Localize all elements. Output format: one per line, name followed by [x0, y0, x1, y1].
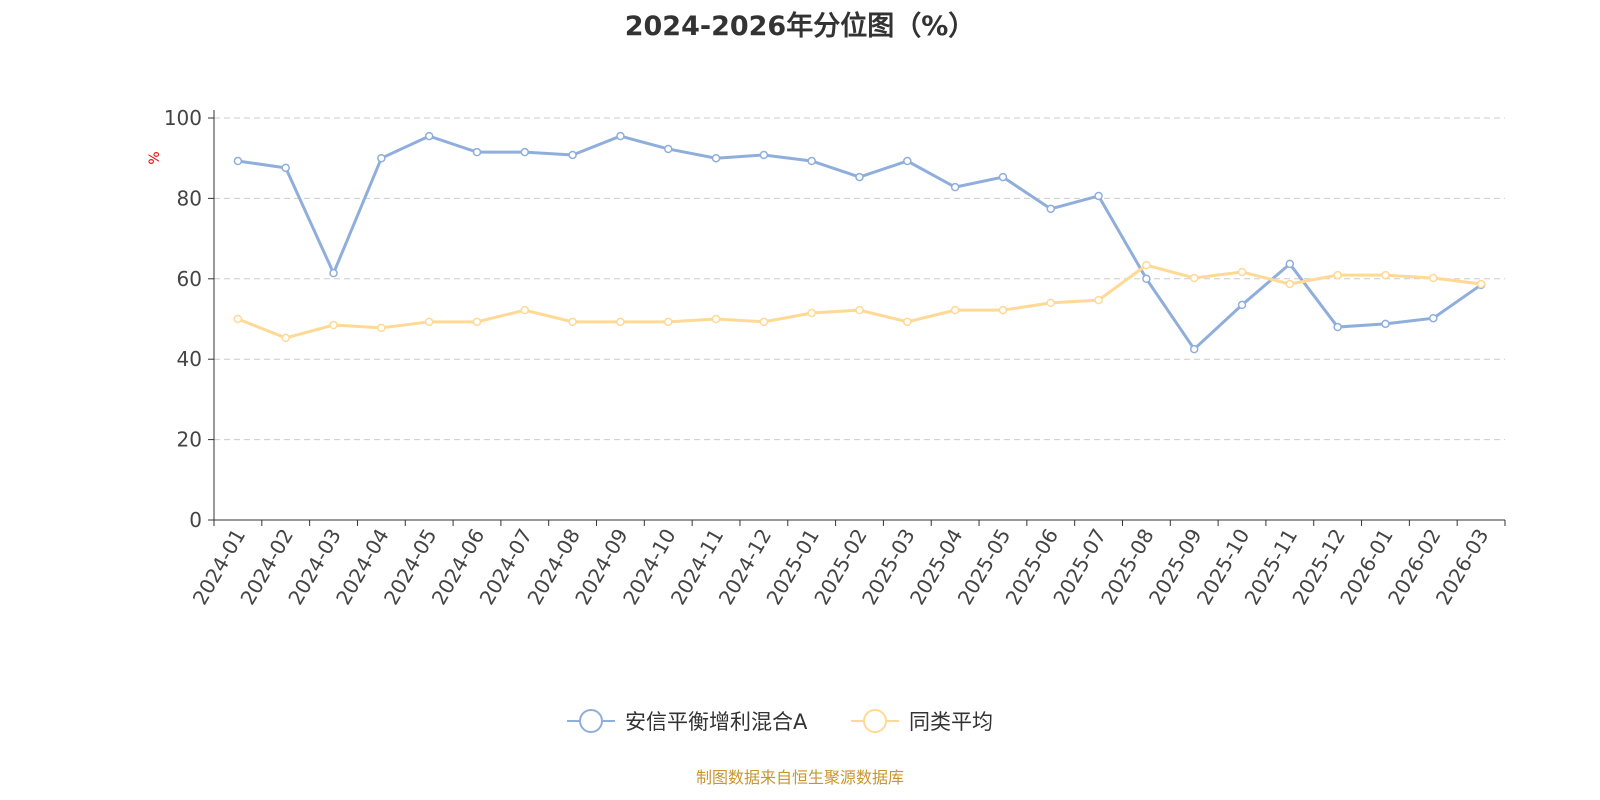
data-point	[998, 172, 1008, 182]
y-axis-label: %	[147, 151, 163, 164]
data-point	[1189, 273, 1199, 283]
data-point	[998, 305, 1008, 315]
data-point	[329, 320, 338, 330]
data-point	[377, 323, 386, 333]
y-tick-label: 40	[177, 347, 202, 371]
data-point	[903, 156, 912, 166]
data-point	[1381, 319, 1390, 329]
data-point	[472, 147, 482, 157]
data-point	[233, 314, 243, 324]
data-point	[616, 131, 625, 141]
legend-label: 同类平均	[909, 710, 993, 734]
data-point	[663, 317, 673, 327]
data-point	[711, 314, 721, 324]
data-point	[329, 268, 338, 278]
legend-circle-icon	[579, 709, 603, 733]
data-point	[568, 317, 577, 327]
data-point	[1046, 204, 1056, 214]
y-tick-label: 80	[177, 186, 202, 210]
data-point	[950, 182, 960, 192]
data-point	[1429, 273, 1438, 283]
data-point	[1285, 279, 1295, 289]
data-point	[281, 163, 290, 173]
data-point	[1142, 260, 1151, 270]
data-point	[424, 131, 434, 141]
data-point	[950, 305, 960, 315]
data-point	[903, 317, 912, 327]
data-point	[472, 317, 482, 327]
data-point	[1094, 191, 1103, 201]
data-point	[1381, 270, 1390, 280]
data-source-note: 制图数据来自恒生聚源数据库	[695, 768, 904, 787]
data-point	[568, 150, 577, 160]
y-tick-label: 60	[177, 267, 202, 291]
data-point	[520, 147, 530, 157]
data-point	[855, 305, 864, 315]
legend-circle-icon	[863, 709, 887, 733]
data-point	[233, 156, 243, 166]
y-tick-label: 20	[177, 428, 202, 452]
legend-label: 安信平衡增利混合A	[625, 710, 808, 734]
data-point	[759, 150, 769, 160]
data-point	[281, 333, 290, 343]
data-point	[1285, 259, 1295, 269]
data-point	[424, 317, 434, 327]
data-point	[1476, 279, 1486, 289]
data-point	[1429, 313, 1438, 323]
chart-title: 2024-2026年分位图（%）	[624, 11, 976, 42]
y-tick-label: 100	[164, 106, 202, 130]
data-point	[520, 305, 530, 315]
data-point	[1237, 267, 1247, 277]
data-point	[1333, 270, 1342, 280]
data-point	[377, 153, 386, 163]
data-point	[616, 317, 625, 327]
data-point	[759, 317, 769, 327]
y-tick-label: 0	[189, 508, 202, 532]
data-point	[711, 153, 721, 163]
data-point	[1094, 295, 1103, 305]
data-point	[855, 172, 864, 182]
data-point	[1237, 300, 1247, 310]
data-point	[807, 156, 816, 166]
data-point	[1142, 274, 1151, 284]
data-point	[807, 308, 816, 318]
data-point	[663, 144, 673, 154]
series-line-1	[237, 263, 1482, 340]
data-point	[1046, 298, 1056, 308]
series-line-0	[237, 134, 1482, 352]
data-point	[1189, 344, 1199, 354]
data-point	[1333, 322, 1342, 332]
